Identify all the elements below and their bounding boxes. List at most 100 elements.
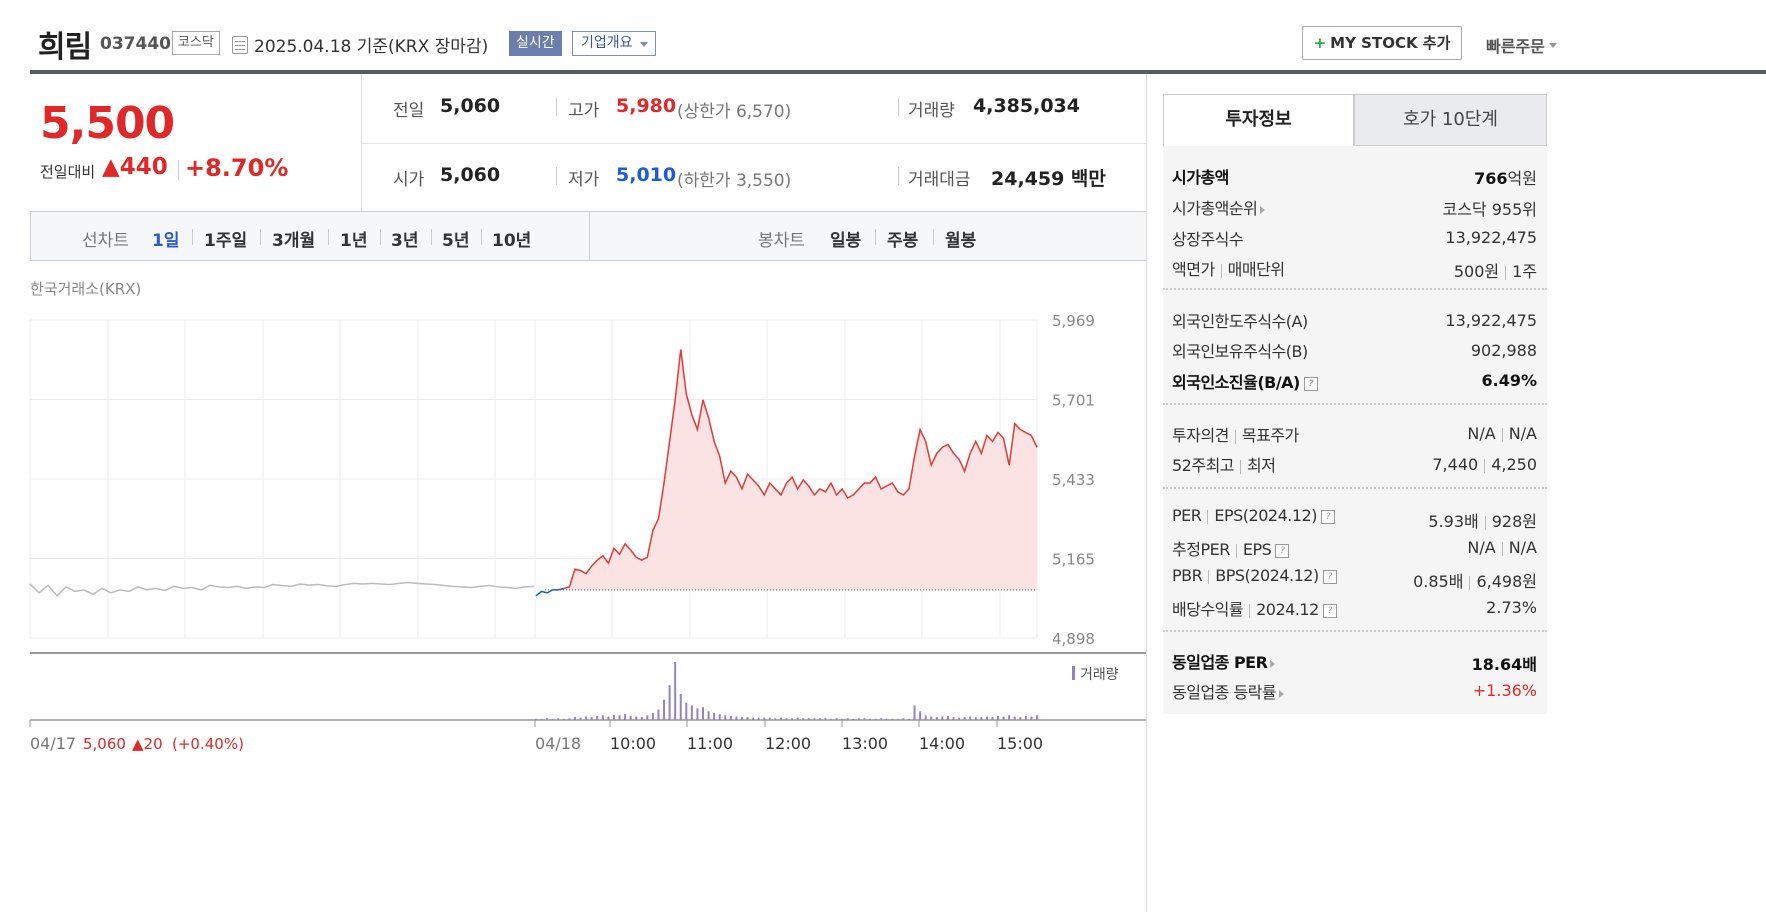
mcap-unit: 억원 (1507, 169, 1537, 188)
volume-bar (941, 716, 944, 720)
y-tick-label: 5,165 (1052, 551, 1095, 569)
volume-bar (791, 718, 794, 720)
y-tick-label: 5,433 (1052, 471, 1095, 489)
tab-invest-info[interactable]: 투자정보 (1163, 94, 1354, 146)
volume-bar (601, 715, 604, 720)
divider (1501, 541, 1503, 556)
volume-bar (863, 718, 866, 720)
quick-order-dropdown[interactable]: 빠른주문 (1486, 33, 1557, 57)
candle-monthly[interactable]: 월봉 (945, 231, 977, 251)
divider (431, 229, 432, 245)
volume-bar (546, 718, 549, 720)
add-my-stock-label: MY STOCK 추가 (1330, 34, 1451, 52)
volume-bar (696, 708, 699, 720)
divider (1505, 265, 1507, 280)
volume-bar (813, 718, 816, 720)
mcap-rank-value: 코스닥 955위 (1442, 200, 1537, 219)
volume-bar (807, 718, 810, 720)
company-overview-dropdown[interactable]: 기업개요 (572, 31, 656, 56)
volume-bar (657, 709, 660, 720)
volume-bar (690, 705, 693, 720)
trade-value-label: 거래대금 (908, 170, 971, 190)
volume-bar (785, 718, 788, 720)
change-amount: ▲440 (102, 154, 168, 180)
face-label: 액면가 (1172, 260, 1215, 279)
mcap-label: 시가총액 (1172, 168, 1229, 187)
eper-value: N/A (1467, 538, 1496, 557)
chart-period-bar (30, 211, 1147, 261)
candle-chart-label: 봉차트 (758, 231, 805, 251)
volume-bar (746, 717, 749, 720)
divider (1249, 603, 1251, 618)
prev-close-label: 전일 (393, 101, 425, 121)
volume-bar (735, 716, 738, 720)
lot-label: 매매단위 (1227, 260, 1285, 279)
period-10y[interactable]: 10년 (492, 231, 532, 251)
volume-bar (796, 717, 799, 720)
tab-orderbook[interactable]: 호가 10단계 (1354, 94, 1547, 146)
divider (1234, 429, 1236, 444)
help-icon[interactable]: ? (1275, 543, 1290, 558)
volume-bar (885, 718, 888, 720)
divider (192, 229, 193, 245)
x-tick-label: 04/17 (30, 734, 76, 753)
volume-bar (924, 715, 927, 720)
volume-bar (946, 715, 949, 720)
pbr-value-row: 0.85배 6,498원 (1413, 568, 1537, 592)
per-label: PER (1172, 506, 1202, 525)
candle-weekly[interactable]: 주봉 (887, 231, 919, 251)
div-label: 배당수익률 (1172, 600, 1244, 619)
eeps-label: EPS (1242, 540, 1272, 559)
calendar-icon (232, 36, 248, 54)
open-label: 시가 (393, 170, 425, 190)
volume-bar (674, 662, 677, 720)
upper-limit: (상한가 6,570) (677, 102, 792, 122)
change-percent: +8.70% (185, 154, 289, 182)
volume-bar (568, 718, 571, 720)
industry-change-link[interactable]: 동일업종 등락률 (1172, 679, 1288, 703)
divider (1163, 288, 1547, 290)
realtime-button[interactable]: 실시간 (509, 31, 562, 56)
help-icon[interactable]: ? (1303, 376, 1318, 391)
price-line-down (535, 587, 565, 597)
chevron-right-icon (1260, 205, 1269, 214)
volume-bar (557, 718, 560, 720)
face-lot-label: 액면가 매매단위 (1172, 256, 1285, 280)
shares-label: 상장주식수 (1172, 230, 1244, 249)
divider (1208, 569, 1210, 584)
period-1w[interactable]: 1주일 (204, 231, 248, 251)
volume-bar (907, 718, 910, 720)
candle-daily[interactable]: 일봉 (830, 231, 862, 251)
divider (1146, 74, 1147, 912)
volume-bar (880, 718, 883, 720)
period-5y[interactable]: 5년 (442, 231, 470, 251)
help-icon[interactable]: ? (1322, 603, 1337, 618)
y-tick-label: 5,969 (1052, 312, 1095, 330)
period-1y[interactable]: 1년 (340, 231, 368, 251)
price-area (536, 349, 1037, 590)
volume-bar (679, 693, 682, 720)
volume-bar (835, 718, 838, 720)
chevron-right-icon (1279, 689, 1288, 698)
period-3m[interactable]: 3개월 (272, 231, 316, 251)
plus-icon: + (1313, 34, 1327, 52)
foreign-ratio-label-row: 외국인소진율(B/A)? (1172, 369, 1318, 393)
industry-per-link[interactable]: 동일업종 PER (1172, 649, 1279, 673)
add-my-stock-button[interactable]: + MY STOCK 추가 (1302, 26, 1462, 60)
help-icon[interactable]: ? (1322, 569, 1337, 584)
market-badge: 코스닥 (172, 31, 220, 55)
volume-bar (980, 717, 983, 720)
price-chart[interactable]: 5,969 5,701 5,433 5,165 4,898 거래량 04/17 04/18 10… (0, 300, 1160, 760)
prev-day-line (29, 581, 535, 597)
volume-label: 거래량 (908, 101, 955, 121)
mcap-rank-link[interactable]: 시가총액순위 (1172, 195, 1269, 219)
volume-bar (635, 716, 638, 720)
w52-low-value: 4,250 (1491, 455, 1537, 474)
period-3y[interactable]: 3년 (391, 231, 419, 251)
header-divider (30, 70, 1766, 74)
help-icon[interactable]: ? (1320, 509, 1335, 524)
x-tick-label: 10:00 (610, 734, 656, 753)
divider (328, 229, 329, 245)
price-line (563, 349, 1038, 590)
period-1d[interactable]: 1일 (152, 231, 180, 251)
